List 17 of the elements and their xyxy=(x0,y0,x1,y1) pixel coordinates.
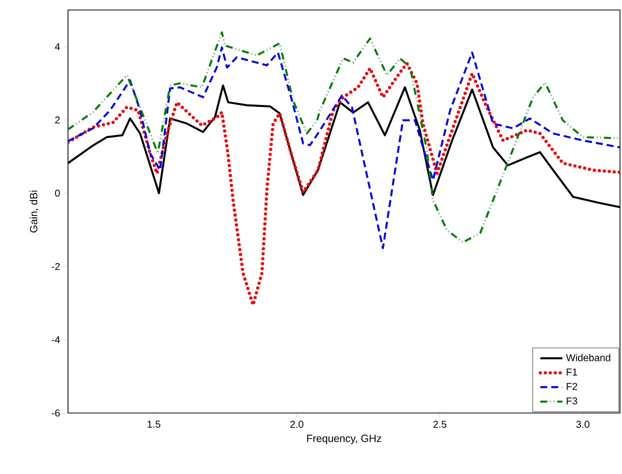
y-tick-label: -4 xyxy=(52,336,60,344)
y-tick-label: 4 xyxy=(54,43,60,50)
y-axis-title: Gain, dBi xyxy=(30,190,39,232)
legend-label: Wideband xyxy=(566,354,610,362)
x-tick-label: 1.5 xyxy=(148,420,160,428)
x-tick-label: 3.0 xyxy=(576,420,590,428)
y-tick-label: 2 xyxy=(55,116,60,124)
y-tick-label: -2 xyxy=(52,262,60,270)
y-tick-label: 0 xyxy=(55,190,60,197)
line-series xyxy=(68,62,620,307)
legend-label: F1 xyxy=(566,368,578,376)
y-tick-label: -6 xyxy=(52,409,60,417)
x-axis-title: Frequency, GHz xyxy=(307,434,382,444)
legend-label: F3 xyxy=(566,397,578,404)
x-tick-label: 2.0 xyxy=(290,420,304,428)
legend-label: F2 xyxy=(566,382,578,390)
x-tick-label: 2.5 xyxy=(433,420,446,428)
